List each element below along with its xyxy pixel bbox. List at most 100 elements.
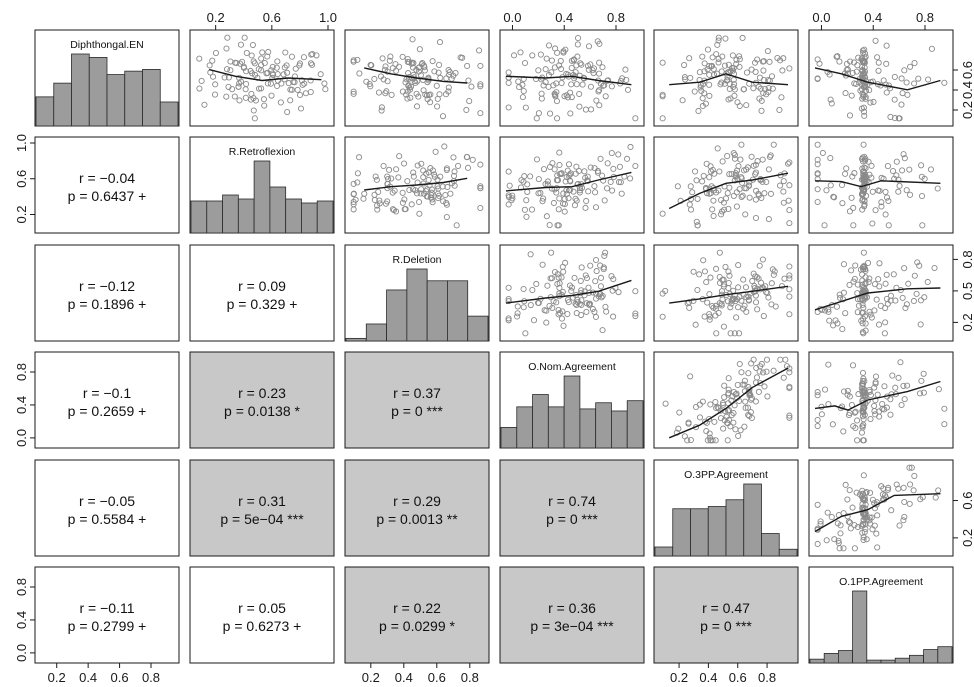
scatter-point-8-4 — [846, 208, 853, 215]
scatter-point-4-112 — [861, 68, 869, 75]
scatter-point-9-89 — [527, 251, 534, 258]
scatter-point-1-47 — [457, 54, 464, 61]
scatter-point-0-91 — [258, 62, 265, 69]
scatter-point-9-52 — [505, 315, 512, 322]
scatter-point-9-19 — [529, 287, 536, 294]
scatter-point-5-72 — [412, 187, 419, 194]
scatter-point-4-26 — [911, 60, 918, 67]
scatter-point-7-20 — [733, 203, 740, 210]
scatter-point-7-23 — [674, 183, 681, 190]
scatter-point-3-69 — [736, 63, 743, 70]
scatter-point-5-93 — [439, 183, 446, 190]
scatter-point-10-49 — [720, 276, 727, 283]
scatter-point-12-62 — [741, 381, 748, 388]
scatter-point-10-37 — [727, 304, 734, 311]
bottom-tick-label-0-3: 0.8 — [142, 670, 160, 685]
scatter-point-13-94 — [849, 362, 857, 369]
scatter-point-12-8 — [724, 407, 731, 414]
scatter-point-7-102 — [786, 207, 793, 214]
panel-5-4 — [653, 566, 799, 664]
correlation-p-3: p = 0.2659 + — [68, 403, 147, 419]
scatter-point-10-50 — [760, 313, 767, 320]
scatter-point-8-110 — [861, 177, 868, 184]
left-tick-label-0-1: 0.6 — [14, 170, 29, 188]
histogram-bar-5-5 — [880, 659, 896, 664]
scatter-point-3-102 — [733, 56, 740, 63]
scatter-point-5-96 — [443, 166, 450, 174]
scatter-point-1-58 — [433, 82, 440, 89]
scatter-point-2-86 — [562, 46, 569, 53]
scatter-point-14-115 — [840, 545, 847, 552]
scatter-point-3-35 — [708, 62, 715, 69]
scatter-point-8-91 — [859, 186, 866, 194]
scatter-point-3-76 — [739, 34, 746, 42]
scatter-point-3-95 — [679, 97, 686, 104]
scatter-point-5-74 — [410, 173, 417, 180]
histogram-bar-0-3 — [88, 57, 108, 127]
scatter-point-0-60 — [283, 62, 290, 69]
scatter-point-0-93 — [294, 86, 301, 93]
scatter-point-0-30 — [282, 49, 289, 56]
scatter-point-5-97 — [408, 201, 415, 208]
scatter-point-12-2 — [755, 388, 762, 395]
scatter-point-6-68 — [617, 179, 624, 186]
scatter-point-4-103 — [861, 64, 868, 71]
scatter-point-0-59 — [261, 102, 268, 109]
scatter-point-11-109 — [859, 301, 866, 308]
scatter-point-2-79 — [522, 104, 529, 111]
scatter-point-4-60 — [858, 73, 866, 80]
scatter-point-0-25 — [249, 41, 256, 49]
scatter-point-7-32 — [714, 145, 721, 152]
scatter-point-1-62 — [404, 95, 411, 102]
scatter-point-4-31 — [874, 54, 881, 61]
scatter-point-9-25 — [559, 288, 566, 295]
scatter-point-13-7 — [935, 386, 942, 393]
scatter-point-8-109 — [934, 185, 941, 192]
scatter-point-8-67 — [860, 141, 867, 148]
scatter-point-3-50 — [757, 85, 764, 92]
scatter-point-11-77 — [884, 300, 891, 307]
scatter-point-6-35 — [509, 192, 516, 199]
scatter-point-5-21 — [372, 173, 379, 180]
scatter-point-0-74 — [287, 97, 294, 104]
scatter-point-2-52 — [560, 49, 567, 56]
scatter-point-12-66 — [676, 409, 683, 416]
scatter-point-12-89 — [753, 364, 760, 372]
scatter-point-5-84 — [384, 198, 391, 205]
scatter-point-10-97 — [786, 286, 793, 293]
scatter-point-8-62 — [903, 187, 910, 194]
scatter-point-10-18 — [735, 262, 742, 269]
scatter-point-11-76 — [839, 326, 846, 333]
scatter-point-7-110 — [715, 187, 722, 194]
scatter-point-3-19 — [758, 107, 765, 114]
scatter-point-13-97 — [840, 428, 847, 435]
scatter-point-10-68 — [735, 284, 742, 291]
scatter-point-3-119 — [725, 96, 732, 103]
scatter-point-5-116 — [477, 161, 484, 168]
scatter-point-3-44 — [686, 55, 693, 62]
scatter-point-10-38 — [731, 330, 738, 337]
scatter-point-13-50 — [881, 383, 888, 390]
scatter-point-0-113 — [321, 80, 328, 87]
scatter-point-6-54 — [506, 182, 513, 189]
scatter-point-1-110 — [404, 88, 411, 95]
scatter-point-5-15 — [380, 162, 387, 169]
trend-line-0 — [209, 68, 322, 82]
scatter-point-13-79 — [858, 429, 865, 436]
scatter-point-7-41 — [767, 190, 774, 197]
top-tick-label-2-1: 0.4 — [864, 10, 882, 25]
scatter-point-0-49 — [235, 83, 242, 90]
scatter-point-2-20 — [622, 66, 629, 73]
scatter-point-13-110 — [866, 388, 873, 395]
scatter-point-10-58 — [690, 297, 697, 304]
scatter-point-0-5 — [196, 85, 203, 92]
scatter-point-9-78 — [573, 310, 580, 317]
scatter-point-8-44 — [850, 204, 857, 212]
panel-4-5 — [808, 459, 954, 557]
scatter-point-12-83 — [706, 430, 713, 437]
scatter-point-10-107 — [732, 298, 739, 305]
scatter-point-0-19 — [221, 74, 228, 81]
scatter-point-14-85 — [862, 501, 869, 508]
scatter-point-2-114 — [595, 88, 602, 95]
scatter-point-5-19 — [416, 198, 423, 206]
